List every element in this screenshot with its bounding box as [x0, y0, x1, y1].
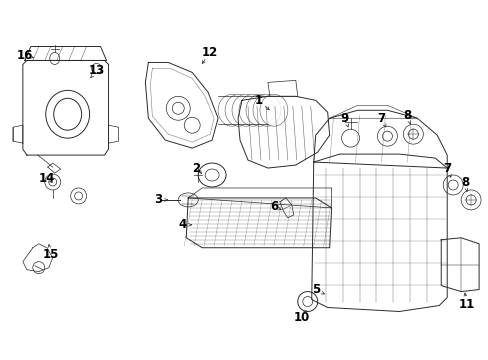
Ellipse shape	[178, 193, 198, 207]
Text: 7: 7	[442, 162, 450, 175]
Text: 5: 5	[311, 283, 319, 296]
Ellipse shape	[302, 297, 312, 306]
Text: 2: 2	[192, 162, 200, 175]
Ellipse shape	[224, 94, 252, 126]
Text: 13: 13	[88, 64, 104, 77]
Ellipse shape	[33, 262, 45, 274]
Ellipse shape	[232, 94, 260, 126]
Ellipse shape	[205, 169, 219, 181]
Text: 15: 15	[42, 248, 59, 261]
Text: 6: 6	[269, 201, 278, 213]
Text: 9: 9	[340, 112, 348, 125]
Ellipse shape	[91, 63, 102, 73]
Ellipse shape	[260, 94, 287, 126]
Text: 1: 1	[254, 94, 263, 107]
Text: 4: 4	[178, 218, 186, 231]
Ellipse shape	[377, 126, 397, 146]
Ellipse shape	[198, 163, 225, 187]
Text: 11: 11	[458, 298, 474, 311]
Text: 12: 12	[202, 46, 218, 59]
Text: 8: 8	[460, 176, 468, 189]
Ellipse shape	[184, 117, 200, 133]
Ellipse shape	[54, 98, 81, 130]
Ellipse shape	[382, 131, 392, 141]
Ellipse shape	[50, 53, 60, 64]
Ellipse shape	[218, 94, 245, 126]
Ellipse shape	[172, 102, 184, 114]
Text: 3: 3	[154, 193, 162, 206]
Ellipse shape	[297, 292, 317, 311]
Ellipse shape	[46, 90, 89, 138]
Ellipse shape	[403, 124, 423, 144]
Ellipse shape	[245, 94, 273, 126]
Ellipse shape	[71, 188, 86, 204]
Ellipse shape	[75, 192, 82, 200]
Ellipse shape	[49, 178, 57, 186]
Text: 8: 8	[403, 109, 411, 122]
Text: 10: 10	[293, 311, 309, 324]
Ellipse shape	[407, 129, 417, 139]
Ellipse shape	[460, 190, 480, 210]
Text: 16: 16	[17, 49, 33, 62]
Ellipse shape	[465, 195, 475, 205]
Text: 7: 7	[377, 112, 385, 125]
Ellipse shape	[166, 96, 190, 120]
Ellipse shape	[442, 175, 462, 195]
Ellipse shape	[252, 94, 280, 126]
Ellipse shape	[447, 180, 457, 190]
Ellipse shape	[239, 94, 266, 126]
Ellipse shape	[45, 174, 61, 190]
Ellipse shape	[341, 129, 359, 147]
Text: 14: 14	[39, 171, 55, 185]
